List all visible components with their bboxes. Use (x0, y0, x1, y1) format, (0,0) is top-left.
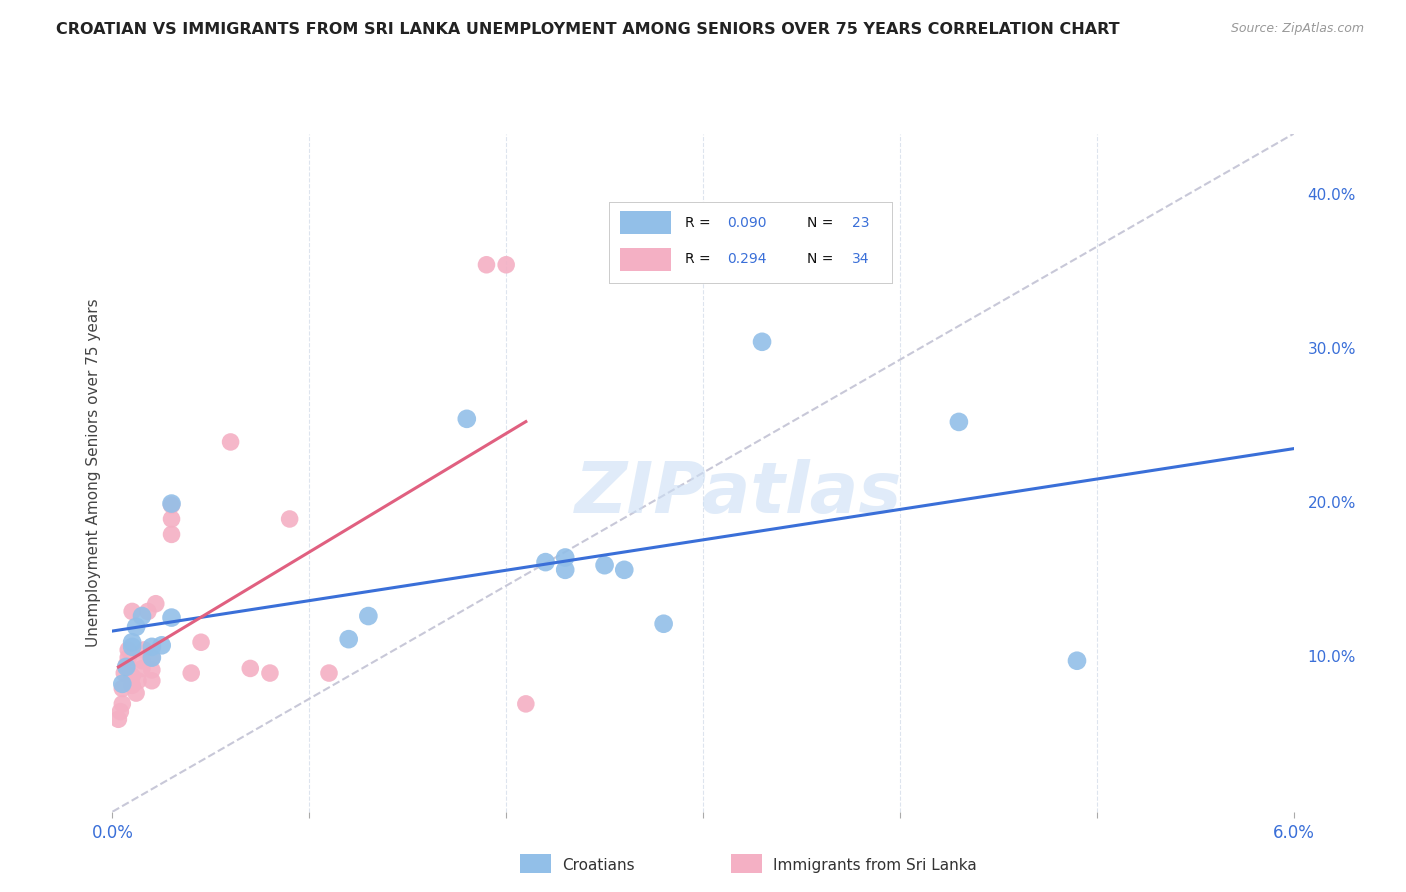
Point (111, 677, 134, 691)
Point (652, 616, 675, 631)
Point (554, 563, 576, 577)
Point (534, 555, 557, 569)
Point (278, 512, 301, 526)
Point (141, 650, 163, 665)
Point (239, 661, 262, 675)
Point (121, 669, 143, 683)
Point (495, 258, 517, 272)
Text: 20.0%: 20.0% (1308, 496, 1355, 511)
Point (456, 412, 478, 426)
Point (127, 673, 149, 688)
Point (111, 681, 134, 696)
Point (136, 604, 159, 618)
Text: 0.294: 0.294 (727, 252, 768, 267)
Point (125, 686, 148, 700)
Text: Immigrants from Sri Lanka: Immigrants from Sri Lanka (773, 858, 977, 872)
Point (593, 558, 616, 573)
Point (141, 650, 163, 665)
Point (160, 527, 183, 541)
Point (613, 563, 636, 577)
Point (259, 666, 281, 681)
Point (125, 620, 148, 634)
Text: 10.0%: 10.0% (1308, 650, 1355, 665)
Point (318, 666, 340, 681)
Bar (620, 211, 671, 234)
Point (190, 635, 212, 649)
Point (131, 609, 153, 624)
Point (115, 658, 138, 673)
Point (121, 678, 143, 692)
Point (219, 434, 242, 449)
Point (554, 550, 576, 565)
Point (160, 498, 183, 512)
Text: 34: 34 (852, 252, 870, 267)
Point (117, 643, 139, 657)
Point (357, 609, 380, 624)
Text: R =: R = (685, 252, 716, 267)
Point (141, 673, 163, 688)
Text: CROATIAN VS IMMIGRANTS FROM SRI LANKA UNEMPLOYMENT AMONG SENIORS OVER 75 YEARS C: CROATIAN VS IMMIGRANTS FROM SRI LANKA UN… (56, 22, 1119, 37)
Point (160, 512, 183, 526)
Point (475, 258, 498, 272)
Text: 0.090: 0.090 (727, 216, 768, 230)
Point (115, 660, 138, 674)
Point (160, 497, 183, 511)
Point (121, 635, 143, 649)
Text: 40.0%: 40.0% (1308, 188, 1355, 202)
Point (141, 640, 163, 654)
Point (111, 697, 134, 711)
Point (180, 666, 202, 681)
Point (1066, 654, 1088, 668)
Y-axis label: Unemployment Among Seniors over 75 years: Unemployment Among Seniors over 75 years (86, 299, 101, 647)
Point (131, 654, 153, 668)
Text: N =: N = (807, 252, 838, 267)
Point (141, 663, 163, 677)
Point (132, 643, 155, 657)
Point (515, 697, 537, 711)
Point (117, 650, 139, 665)
Text: Croatians: Croatians (562, 858, 636, 872)
Point (145, 597, 167, 611)
Point (337, 632, 360, 647)
Point (150, 638, 173, 652)
Point (751, 334, 773, 349)
Point (121, 640, 143, 654)
Point (112, 666, 135, 681)
Text: ZIPatlas: ZIPatlas (575, 458, 903, 527)
Point (160, 610, 183, 624)
Point (131, 661, 153, 675)
Text: Source: ZipAtlas.com: Source: ZipAtlas.com (1230, 22, 1364, 36)
Bar (620, 248, 671, 271)
Text: 23: 23 (852, 216, 870, 230)
Text: N =: N = (807, 216, 838, 230)
Point (107, 712, 129, 726)
Point (110, 705, 132, 719)
Text: R =: R = (685, 216, 716, 230)
Point (948, 415, 970, 429)
Point (121, 604, 143, 618)
Text: 30.0%: 30.0% (1308, 342, 1355, 357)
